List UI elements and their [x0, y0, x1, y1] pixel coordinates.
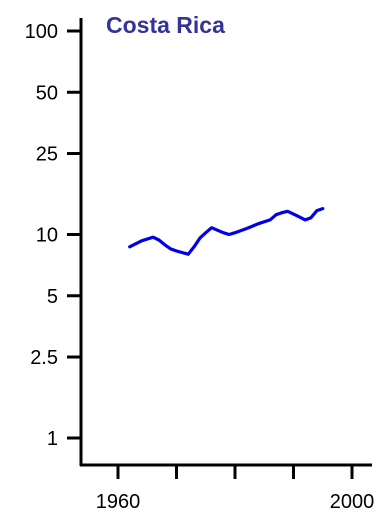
y-tick-label: 2.5 — [30, 347, 58, 369]
y-tick-label: 10 — [36, 225, 58, 247]
y-tick-label: 50 — [36, 82, 58, 104]
series-line — [128, 207, 325, 256]
x-axis-ticks: 1960 2000 — [96, 465, 375, 513]
chart-title: Costa Rica — [106, 12, 225, 38]
x-tick-label: 1960 — [96, 491, 141, 513]
y-tick-label: 1 — [47, 428, 58, 450]
x-tick-label: 2000 — [330, 491, 375, 513]
y-tick-label: 100 — [25, 21, 58, 43]
y-tick-label: 25 — [36, 144, 58, 166]
series-group — [128, 207, 325, 256]
y-axis-ticks: 1 2.5 5 10 25 50 100 — [25, 21, 81, 450]
y-tick-label: 5 — [47, 286, 58, 308]
